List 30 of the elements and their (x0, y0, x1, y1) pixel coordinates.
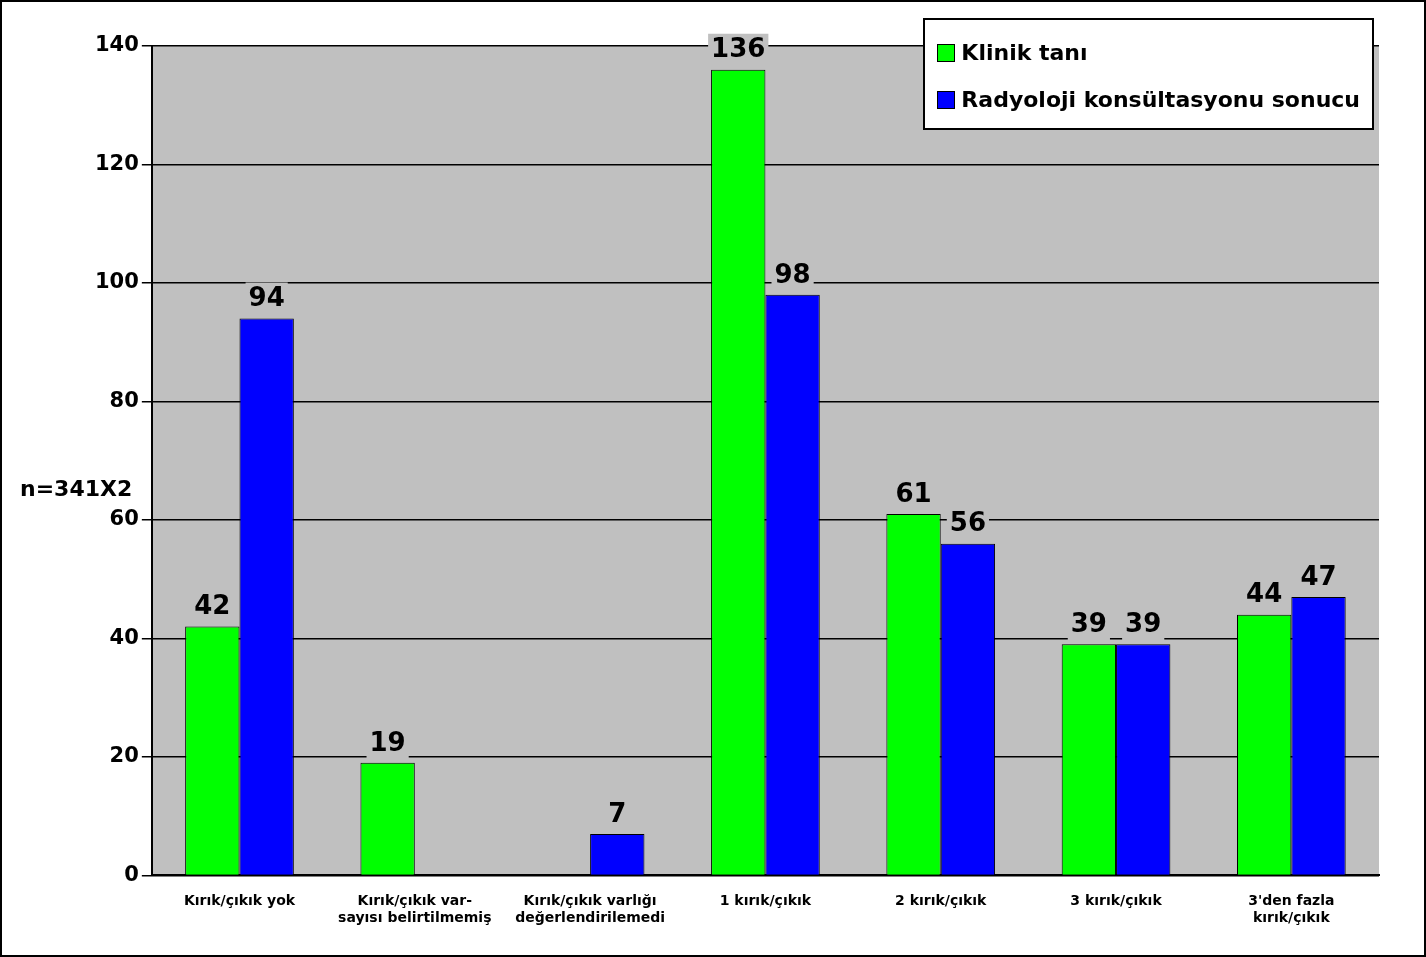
data-label: 19 (369, 726, 406, 757)
data-label: 44 (1246, 578, 1283, 609)
data-label: 39 (1125, 608, 1162, 639)
y-tick-label: 80 (109, 387, 139, 412)
legend-label: Klinik tanı (961, 40, 1088, 65)
x-tick-label: 1 kırık/çıkık (719, 892, 812, 909)
data-label: 7 (608, 797, 627, 828)
data-label: 98 (774, 258, 811, 289)
x-tick-label: Kırık/çıkık yok (183, 892, 296, 909)
data-label: 61 (895, 477, 932, 508)
x-tick-label: 3'den fazla kırık/çıkık (1248, 892, 1335, 926)
x-tick-label: 2 kırık/çıkık (895, 892, 988, 909)
y-tick-label: 120 (94, 150, 139, 175)
data-label: 56 (949, 507, 986, 538)
y-tick-label: 140 (94, 32, 139, 57)
y-tick-label: 20 (109, 743, 139, 768)
data-label: 47 (1300, 560, 1337, 591)
x-tick-label: 3 kırık/çıkık (1070, 892, 1163, 909)
x-tick-label: Kırık/çıkık varlığı değerlendirilemedi (515, 892, 666, 926)
legend-label: Radyoloji konsültasyonu sonucu (961, 87, 1360, 112)
data-label: 136 (711, 33, 766, 64)
y-tick-label: 0 (124, 861, 139, 886)
y-tick-label: 60 (109, 506, 139, 531)
x-tick-label: Kırık/çıkık var- sayısı belirtilmemiş (338, 892, 492, 926)
data-label: 42 (194, 590, 231, 621)
data-label: 39 (1070, 608, 1107, 639)
y-axis-title: n=341X2 (20, 476, 133, 502)
y-tick-label: 40 (109, 624, 139, 649)
data-label: 94 (248, 282, 285, 313)
y-tick-label: 100 (94, 269, 139, 294)
